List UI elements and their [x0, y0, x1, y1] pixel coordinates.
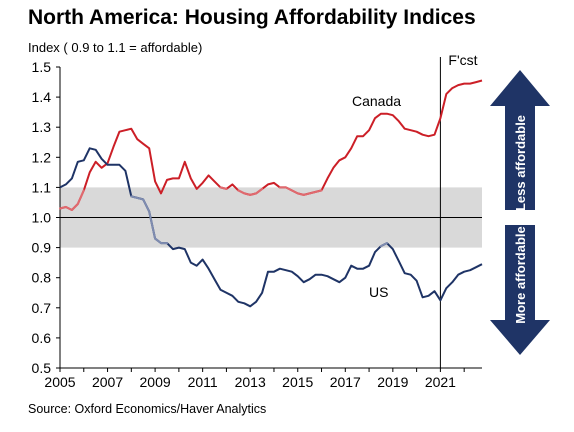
us-series-line — [59, 147, 483, 308]
y-tick-label: 1.2 — [32, 149, 52, 165]
us-band-segment — [154, 237, 163, 245]
canada-band-segment — [284, 186, 293, 192]
canada-band-segment — [59, 205, 67, 210]
canada-band-segment — [64, 205, 73, 211]
more-affordable-arrow — [490, 225, 550, 355]
less-affordable-arrow — [490, 70, 550, 210]
chart-source: Source: Oxford Economics/Haver Analytics — [28, 402, 267, 416]
us-band-segment — [142, 198, 151, 213]
y-tick-label: 1.0 — [32, 210, 52, 226]
canada-series-label: Canada — [352, 93, 401, 109]
us-band-segment — [379, 242, 388, 248]
canada-band-segment — [296, 192, 305, 196]
y-tick-label: 0.9 — [32, 240, 52, 256]
canada-band-segment — [237, 189, 246, 195]
x-tick-label: 2007 — [92, 374, 123, 390]
y-tick-label: 0.7 — [32, 300, 52, 316]
x-tick-label: 2005 — [44, 374, 75, 390]
us-band-segment — [136, 196, 145, 201]
y-tick-label: 0.6 — [32, 330, 52, 346]
canada-band-segment — [243, 192, 252, 196]
canada-series-line — [59, 79, 483, 211]
canada-band-segment — [219, 186, 228, 190]
y-tick-label: 1.5 — [32, 59, 52, 75]
canada-band-segment — [302, 192, 311, 196]
y-tick-label: 1.1 — [32, 179, 52, 195]
canada-band-segment — [308, 190, 317, 195]
y-tick-label: 1.4 — [32, 89, 52, 105]
more-affordable-label: More affordable — [513, 226, 528, 324]
forecast-label: F'cst — [448, 52, 477, 68]
chart-subtitle: Index ( 0.9 to 1.1 = affordable) — [28, 40, 203, 55]
canada-band-segment — [255, 187, 264, 195]
us-band-segment — [130, 195, 139, 199]
canada-band-segment — [314, 189, 323, 193]
y-tick-label: 0.8 — [32, 270, 52, 286]
canada-band-segment — [249, 192, 258, 196]
x-tick-label: 2015 — [282, 374, 313, 390]
less-affordable-label: Less affordable — [513, 115, 528, 211]
chart-title: North America: Housing Affordability Ind… — [28, 6, 476, 29]
x-tick-label: 2019 — [377, 374, 408, 390]
x-tick-label: 2017 — [330, 374, 361, 390]
us-band-segment — [148, 210, 157, 240]
x-tick-label: 2013 — [235, 374, 266, 390]
canada-band-segment — [290, 189, 299, 195]
y-tick-label: 1.3 — [32, 119, 52, 135]
canada-band-segment — [70, 202, 79, 211]
x-tick-label: 2021 — [425, 374, 456, 390]
canada-band-segment — [76, 189, 85, 205]
us-series-label: US — [369, 284, 388, 300]
y-tick-label: 0.5 — [32, 360, 52, 376]
x-tick-label: 2011 — [188, 374, 218, 390]
x-tick-label: 2009 — [140, 374, 171, 390]
